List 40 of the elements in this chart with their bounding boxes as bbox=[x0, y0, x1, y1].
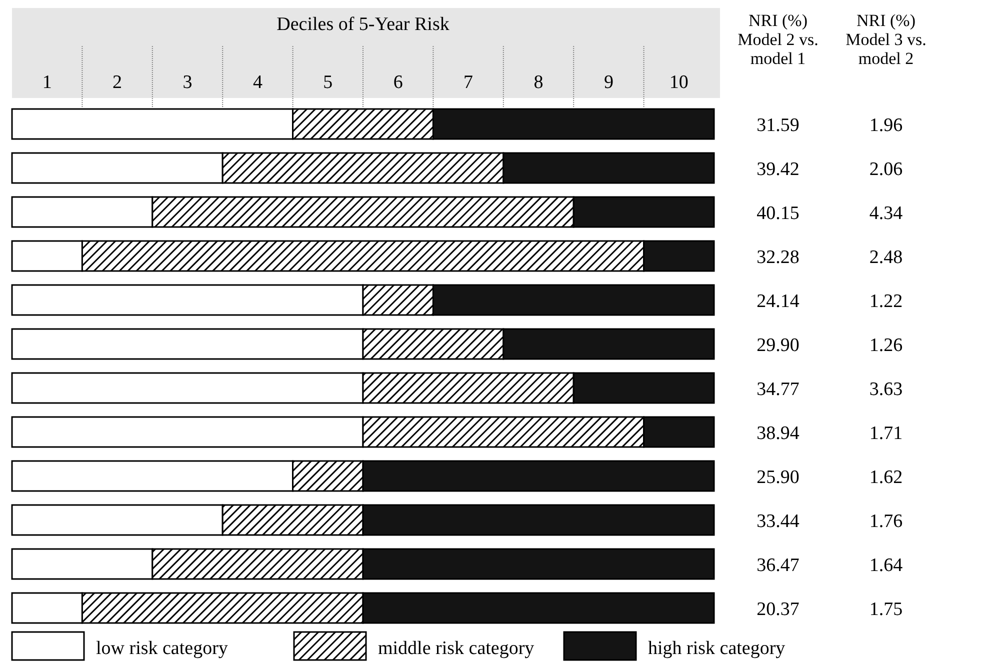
x-tick-label: 4 bbox=[252, 72, 263, 93]
text: 1.75 bbox=[869, 599, 903, 620]
text: NRI (%) Model 2 vs. model 1 bbox=[738, 11, 818, 68]
x-tick-label: 8 bbox=[534, 72, 544, 93]
text: 20.37 bbox=[756, 599, 800, 620]
x-tick-label: 9 bbox=[604, 72, 614, 93]
text: 1.62 bbox=[869, 467, 903, 488]
text: 29.90 bbox=[756, 335, 800, 356]
x-tick-label: 10 bbox=[669, 72, 688, 93]
x-tick-label: 2 bbox=[112, 72, 122, 93]
x-tick-label: 6 bbox=[393, 72, 403, 93]
text: 4.34 bbox=[869, 203, 904, 224]
text: 24.14 bbox=[756, 291, 800, 312]
text: 1.26 bbox=[869, 335, 903, 356]
chart-title: Deciles of 5-Year Risk bbox=[276, 14, 450, 35]
x-tick-label: 7 bbox=[464, 72, 474, 93]
legend-label: high risk category bbox=[648, 638, 786, 659]
text: 1.71 bbox=[869, 423, 903, 444]
x-tick-label: 1 bbox=[42, 72, 52, 93]
text: 39.42 bbox=[756, 159, 800, 180]
text: 1.76 bbox=[869, 511, 903, 532]
text: 25.90 bbox=[756, 467, 800, 488]
text: 2.06 bbox=[869, 159, 903, 180]
text: 36.47 bbox=[756, 555, 800, 576]
x-tick-label: 3 bbox=[182, 72, 192, 93]
text: NRI (%) Model 3 vs. model 2 bbox=[846, 11, 926, 68]
text: 1.22 bbox=[869, 291, 903, 312]
text: 34.77 bbox=[756, 379, 800, 400]
legend-label: middle risk category bbox=[378, 638, 535, 659]
x-tick-label: 5 bbox=[323, 72, 333, 93]
text: 2.48 bbox=[869, 247, 903, 268]
text: 40.15 bbox=[756, 203, 800, 224]
text: 3.63 bbox=[869, 379, 903, 400]
text: 1.64 bbox=[869, 555, 904, 576]
text: 38.94 bbox=[756, 423, 800, 444]
text: 33.44 bbox=[756, 511, 800, 532]
text: 32.28 bbox=[756, 247, 800, 268]
text: 1.96 bbox=[869, 115, 903, 136]
text: 31.59 bbox=[756, 115, 800, 136]
legend-label: low risk category bbox=[96, 638, 228, 659]
